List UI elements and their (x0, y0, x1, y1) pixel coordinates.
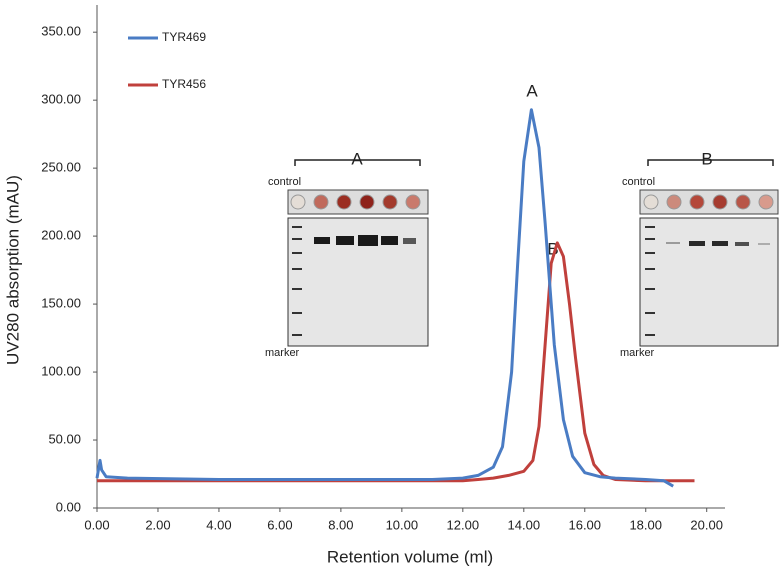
well (735, 194, 751, 210)
x-tick-label: 12.00 (447, 517, 480, 532)
protein-bands (314, 235, 416, 246)
x-tick-label: 20.00 (690, 517, 723, 532)
gel-inset-b (639, 159, 779, 347)
marker-bands (292, 226, 302, 336)
marker-label: marker (620, 347, 655, 359)
x-tick-label: 0.00 (84, 517, 109, 532)
y-tick-label: 0.00 (56, 499, 81, 514)
well (359, 194, 375, 210)
well (689, 194, 705, 210)
inset-label: A (351, 149, 363, 168)
well-strip (287, 189, 429, 215)
protein-bands (666, 241, 770, 246)
x-tick-label: 4.00 (206, 517, 231, 532)
control-label: control (268, 176, 301, 188)
x-tick-label: 2.00 (145, 517, 170, 532)
legend-label: TYR469 (162, 30, 206, 44)
gel-inset-a (287, 159, 429, 347)
y-tick-label: 200.00 (41, 228, 81, 243)
peak-label: B (547, 239, 558, 258)
bracket (647, 159, 774, 166)
well (758, 194, 774, 210)
marker-bands (645, 226, 655, 336)
peak-label: A (526, 81, 538, 100)
y-tick-label: 100.00 (41, 363, 81, 378)
well-strip (639, 189, 779, 215)
y-axis-title: UV280 absorption (mAU) (3, 175, 22, 365)
well (382, 194, 398, 210)
x-tick-label: 6.00 (267, 517, 292, 532)
marker-label: marker (265, 347, 300, 359)
well (666, 194, 682, 210)
well (290, 194, 306, 210)
bracket (294, 159, 421, 166)
x-tick-label: 10.00 (386, 517, 419, 532)
y-tick-label: 350.00 (41, 24, 81, 39)
x-axis-title: Retention volume (ml) (327, 547, 493, 566)
y-tick-label: 300.00 (41, 92, 81, 107)
x-tick-label: 8.00 (328, 517, 353, 532)
well (336, 194, 352, 210)
gel (639, 217, 779, 347)
y-tick-label: 250.00 (41, 160, 81, 175)
inset-label: B (701, 149, 712, 168)
legend-label: TYR456 (162, 77, 206, 91)
well (405, 194, 421, 210)
y-tick-label: 150.00 (41, 296, 81, 311)
well (712, 194, 728, 210)
y-tick-label: 50.00 (48, 431, 81, 446)
x-tick-label: 14.00 (508, 517, 541, 532)
control-label: control (622, 176, 655, 188)
series-line (95, 108, 674, 488)
well (643, 194, 659, 210)
well (313, 194, 329, 210)
x-tick-label: 18.00 (629, 517, 662, 532)
x-tick-label: 16.00 (568, 517, 601, 532)
